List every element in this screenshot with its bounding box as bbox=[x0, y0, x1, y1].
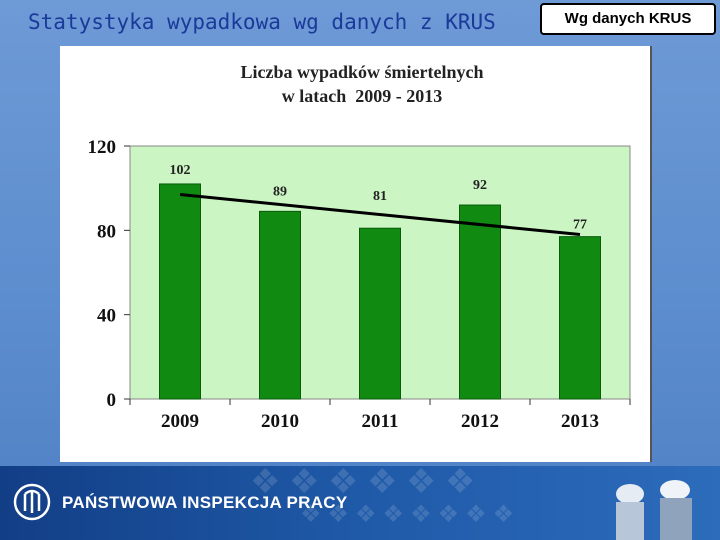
bar bbox=[259, 210, 301, 400]
x-tick-label: 2013 bbox=[561, 411, 599, 432]
x-tick-label: 2011 bbox=[362, 411, 399, 432]
trendline bbox=[179, 192, 581, 237]
footer-watermark-2: ❖ ❖ ❖ ❖ ❖ ❖ ❖ ❖ bbox=[300, 502, 515, 528]
x-tick-label: 2009 bbox=[161, 411, 199, 432]
bar-chart: Liczba wypadków śmiertelnych w latach 20… bbox=[88, 62, 631, 432]
footer-watermark: ❖ ❖ ❖ ❖ ❖ ❖ bbox=[250, 466, 476, 501]
bar bbox=[459, 204, 501, 400]
source-badge: Wg danych KRUS bbox=[540, 3, 716, 35]
chart-title-line1: Liczba wypadków śmiertelnych bbox=[241, 62, 484, 82]
footer-banner: ❖ ❖ ❖ ❖ ❖ ❖ ❖ ❖ ❖ ❖ ❖ ❖ ❖ ❖ PAŃSTWOWA IN… bbox=[0, 466, 720, 540]
data-label: 102 bbox=[170, 163, 191, 178]
chart-panel: Liczba wypadków śmiertelnych w latach 20… bbox=[60, 46, 652, 462]
pip-eagle-logo-icon bbox=[13, 483, 51, 521]
data-label: 89 bbox=[273, 184, 287, 199]
y-tick-label: 80 bbox=[97, 221, 116, 242]
data-label: 92 bbox=[473, 178, 487, 193]
footer-organization: PAŃSTWOWA INSPEKCJA PRACY bbox=[62, 493, 348, 512]
bar bbox=[559, 236, 601, 400]
x-axis: 2009 2010 2011 2012 2013 bbox=[129, 399, 631, 432]
trendline-path bbox=[179, 192, 581, 237]
y-axis: 0 40 80 120 bbox=[88, 137, 130, 411]
y-tick-label: 120 bbox=[88, 137, 117, 158]
chart-title-line2: w latach 2009 - 2013 bbox=[282, 86, 443, 106]
data-label: 81 bbox=[373, 189, 387, 204]
bar bbox=[159, 183, 201, 400]
x-tick-label: 2012 bbox=[461, 411, 499, 432]
data-label: 77 bbox=[573, 218, 587, 233]
workers-photo bbox=[616, 480, 692, 540]
slide-title: Statystyka wypadkowa wg danych z KRUS bbox=[28, 10, 496, 34]
y-tick-label: 40 bbox=[97, 306, 116, 327]
x-tick-label: 2010 bbox=[261, 411, 299, 432]
data-labels: 102 89 81 92 77 bbox=[170, 163, 588, 233]
y-tick-label: 0 bbox=[107, 390, 117, 411]
bars bbox=[159, 183, 601, 400]
bar bbox=[359, 227, 401, 400]
